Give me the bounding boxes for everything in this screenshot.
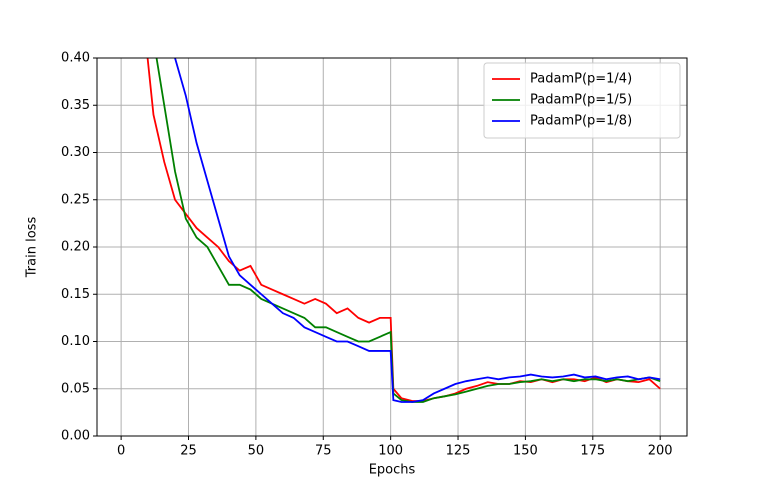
legend-label: PadamP(p=1/4)	[530, 72, 632, 87]
y-tick-label: 0.05	[61, 381, 90, 396]
y-axis-label: Train loss	[25, 217, 40, 279]
x-tick-label: 0	[117, 444, 125, 459]
x-tick-label: 175	[580, 444, 605, 459]
data-line	[146, 58, 661, 402]
legend-label: PadamP(p=1/8)	[530, 114, 632, 129]
legend-label: PadamP(p=1/5)	[530, 93, 632, 108]
y-tick-label: 0.30	[61, 145, 90, 160]
x-tick-label: 75	[315, 444, 332, 459]
y-tick-label: 0.10	[61, 334, 90, 349]
x-tick-label: 100	[378, 444, 403, 459]
x-tick-label: 50	[248, 444, 265, 459]
y-tick-label: 0.25	[61, 192, 90, 207]
data-line	[174, 58, 661, 403]
legend: PadamP(p=1/4) PadamP(p=1/5) PadamP(p=1/8)	[483, 62, 681, 139]
x-axis-label: Epochs	[369, 463, 416, 478]
plot-frame	[96, 57, 688, 437]
x-tick-label: 25	[180, 444, 197, 459]
x-tick-label: 150	[513, 444, 538, 459]
x-tick-label: 200	[648, 444, 673, 459]
y-tick-label: 0.20	[61, 240, 90, 255]
legend-box	[483, 62, 681, 139]
y-tick-label: 0.40	[61, 51, 90, 66]
y-tick-label: 0.00	[61, 429, 90, 444]
y-tick-label: 0.15	[61, 287, 90, 302]
y-tick-label: 0.35	[61, 98, 90, 113]
x-tick-label: 125	[446, 444, 471, 459]
